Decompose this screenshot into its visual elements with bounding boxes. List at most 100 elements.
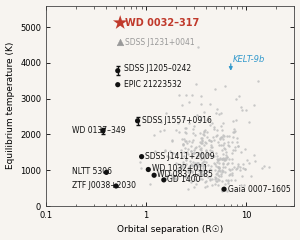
Point bbox=[216, 158, 221, 162]
Point bbox=[104, 170, 109, 174]
Point bbox=[167, 155, 172, 158]
Point bbox=[210, 149, 214, 153]
Point bbox=[216, 177, 220, 181]
Point bbox=[174, 152, 179, 156]
Point bbox=[234, 118, 239, 121]
Point bbox=[261, 164, 266, 168]
Point bbox=[231, 148, 236, 152]
Point bbox=[204, 152, 209, 156]
Point bbox=[214, 157, 219, 161]
Point bbox=[220, 165, 225, 169]
Point bbox=[198, 177, 203, 181]
Point bbox=[206, 138, 211, 142]
Point bbox=[216, 165, 220, 169]
Point bbox=[174, 177, 179, 181]
Point bbox=[214, 164, 219, 168]
Point bbox=[147, 183, 152, 186]
Point bbox=[224, 134, 229, 138]
Point bbox=[199, 152, 203, 156]
Point bbox=[176, 121, 180, 125]
Point bbox=[209, 139, 214, 143]
Point bbox=[186, 165, 191, 169]
Point bbox=[178, 148, 183, 152]
Point bbox=[207, 178, 212, 182]
Point bbox=[217, 178, 221, 182]
Point bbox=[223, 170, 228, 174]
Point bbox=[176, 130, 181, 134]
Point bbox=[198, 153, 203, 156]
Point bbox=[194, 161, 199, 165]
Point bbox=[202, 168, 206, 172]
Point bbox=[228, 173, 232, 176]
Point bbox=[174, 161, 178, 164]
Point bbox=[224, 189, 229, 193]
Point bbox=[139, 155, 144, 159]
Point bbox=[186, 170, 190, 174]
Text: KELT-9b: KELT-9b bbox=[232, 55, 265, 64]
Point bbox=[163, 149, 167, 153]
Point bbox=[137, 161, 142, 164]
Point bbox=[182, 165, 186, 169]
Point bbox=[208, 174, 212, 178]
Point bbox=[198, 102, 203, 106]
Point bbox=[209, 145, 214, 149]
Point bbox=[118, 40, 123, 44]
Point bbox=[163, 148, 167, 151]
Point bbox=[247, 120, 252, 124]
Point bbox=[219, 124, 224, 128]
Point bbox=[217, 157, 222, 161]
Point bbox=[182, 154, 187, 158]
Point bbox=[220, 133, 225, 137]
Point bbox=[220, 188, 224, 192]
Text: WD 0837+185: WD 0837+185 bbox=[157, 170, 213, 179]
Point bbox=[203, 185, 208, 189]
Point bbox=[157, 166, 162, 170]
Point bbox=[199, 177, 204, 181]
Point bbox=[229, 157, 234, 161]
Point bbox=[220, 179, 225, 183]
Point bbox=[236, 162, 240, 166]
Point bbox=[220, 169, 225, 173]
Point bbox=[206, 152, 210, 156]
Point bbox=[203, 128, 208, 132]
Point bbox=[193, 146, 197, 150]
Point bbox=[220, 187, 224, 191]
Point bbox=[198, 163, 203, 167]
Point bbox=[191, 151, 196, 155]
Point bbox=[205, 163, 210, 167]
Point bbox=[196, 151, 201, 155]
Point bbox=[135, 119, 140, 123]
Point bbox=[208, 152, 213, 156]
Point bbox=[205, 118, 209, 122]
Point bbox=[215, 160, 220, 164]
Point bbox=[239, 108, 244, 112]
Point bbox=[210, 121, 215, 125]
Point bbox=[215, 140, 220, 144]
Point bbox=[195, 113, 200, 116]
Point bbox=[194, 162, 198, 166]
Point bbox=[226, 161, 231, 165]
Point bbox=[222, 187, 226, 191]
Point bbox=[195, 161, 200, 165]
Point bbox=[216, 168, 221, 172]
Point bbox=[187, 169, 192, 173]
Point bbox=[194, 182, 198, 186]
Point bbox=[209, 168, 214, 172]
Point bbox=[181, 161, 185, 164]
Point bbox=[180, 142, 185, 146]
Point bbox=[206, 118, 211, 122]
Point bbox=[187, 100, 192, 103]
Point bbox=[204, 161, 208, 164]
Point bbox=[207, 152, 212, 156]
Point bbox=[199, 169, 203, 173]
Point bbox=[219, 172, 224, 175]
Point bbox=[116, 69, 120, 73]
Point bbox=[224, 153, 228, 157]
Point bbox=[202, 173, 206, 176]
Point bbox=[236, 164, 241, 168]
Point bbox=[242, 167, 247, 171]
Point bbox=[213, 172, 218, 175]
Point bbox=[191, 138, 196, 141]
Point bbox=[202, 133, 206, 137]
Point bbox=[220, 152, 225, 156]
